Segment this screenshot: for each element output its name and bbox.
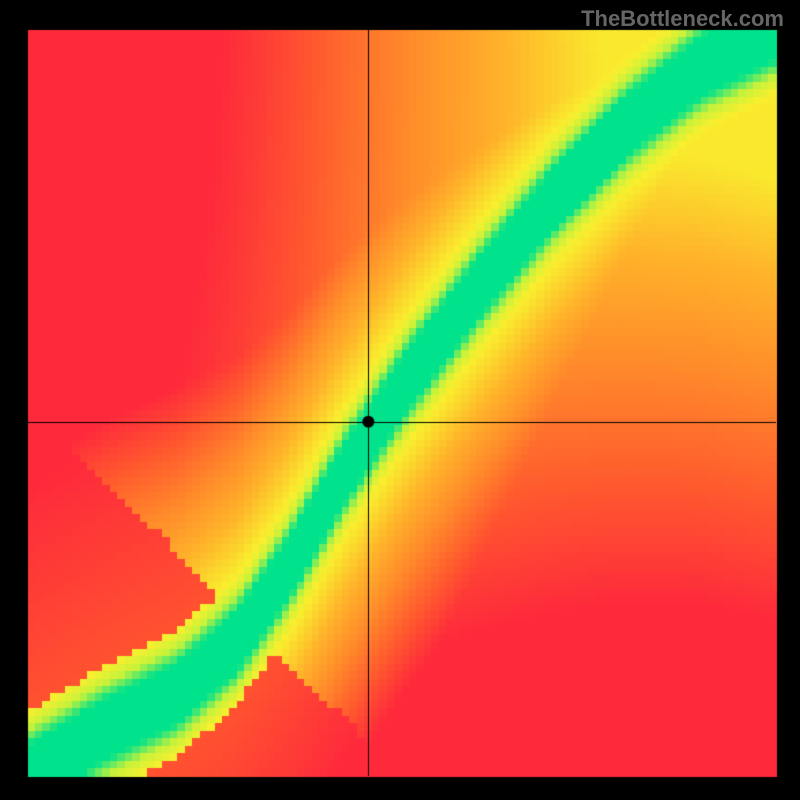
chart-container: TheBottleneck.com: [0, 0, 800, 800]
heatmap-canvas: [0, 0, 800, 800]
watermark-text: TheBottleneck.com: [581, 6, 784, 32]
